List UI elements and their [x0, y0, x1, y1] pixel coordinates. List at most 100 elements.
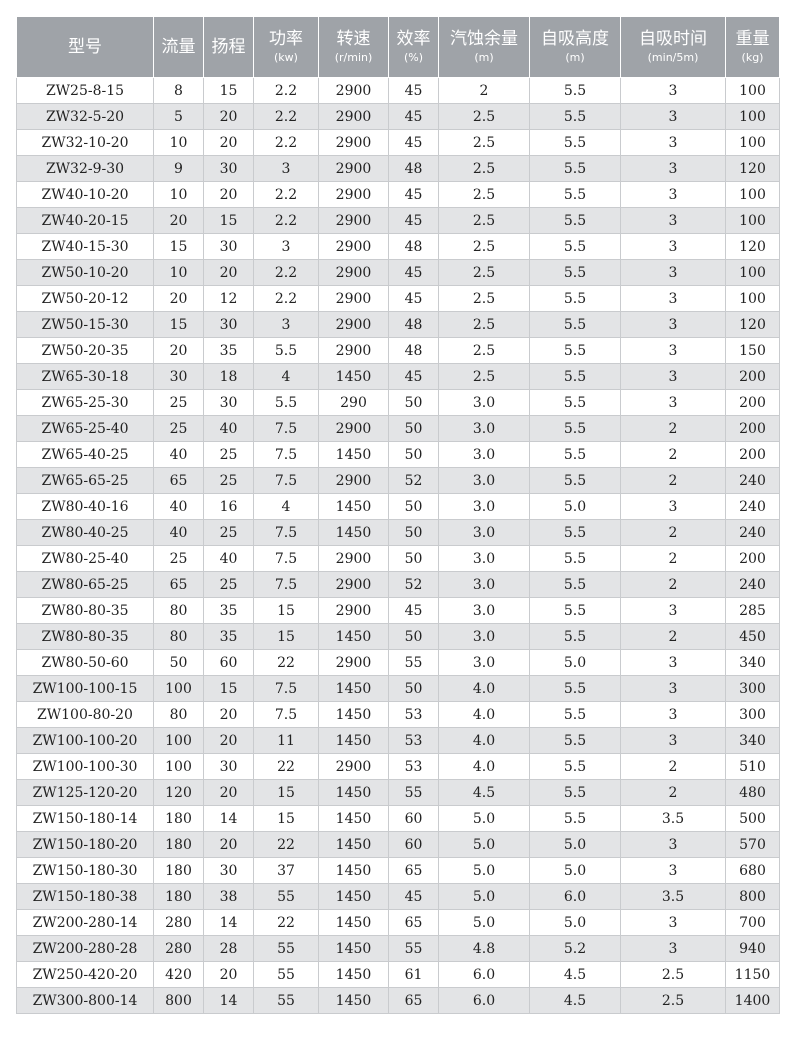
table-cell: 3.0: [438, 467, 530, 494]
table-cell: 2900: [318, 233, 389, 260]
table-cell: 30: [203, 233, 254, 260]
table-row: ZW80-50-60 50 60 22 2900 55 3.0 5.0 3 340: [16, 649, 780, 676]
table-cell: 61: [388, 961, 439, 988]
table-row: ZW40-10-20 10 20 2.2 2900 45 2.5 5.5 3 100: [16, 181, 780, 208]
table-cell: 3: [620, 597, 726, 624]
table-cell: 2: [620, 623, 726, 650]
table-row: ZW150-180-14 180 14 15 1450 60 5.0 5.5 3.5 500: [16, 805, 780, 832]
table-cell: ZW65-25-30: [16, 389, 154, 416]
table-cell: 2: [620, 519, 726, 546]
table-cell: 3: [620, 181, 726, 208]
table-cell: ZW65-65-25: [16, 467, 154, 494]
table-cell: 65: [153, 571, 204, 598]
table-cell: 9: [153, 155, 204, 182]
table-cell: 55: [253, 987, 319, 1014]
table-row: ZW125-120-20 120 20 15 1450 55 4.5 5.5 2 480: [16, 779, 780, 806]
table-row: ZW65-65-25 65 25 7.5 2900 52 3.0 5.5 2 240: [16, 467, 780, 494]
table-cell: 5.5: [529, 155, 621, 182]
table-cell: ZW100-80-20: [16, 701, 154, 728]
table-cell: 22: [253, 909, 319, 936]
table-cell: 5.5: [529, 103, 621, 130]
column-header: 自吸高度 (m): [529, 16, 621, 78]
table-cell: 5.0: [529, 493, 621, 520]
table-cell: 5.5: [529, 675, 621, 702]
table-cell: 420: [153, 961, 204, 988]
table-cell: 15: [253, 597, 319, 624]
table-cell: 100: [725, 285, 780, 312]
table-cell: 3.5: [620, 883, 726, 910]
table-cell: 3.0: [438, 493, 530, 520]
table-cell: 6.0: [529, 883, 621, 910]
table-row: ZW40-15-30 15 30 3 2900 48 2.5 5.5 3 120: [16, 233, 780, 260]
table-cell: 20: [203, 961, 254, 988]
table-cell: ZW50-20-12: [16, 285, 154, 312]
table-cell: 55: [388, 935, 439, 962]
column-header-label: 转速: [336, 29, 371, 49]
table-cell: 100: [725, 207, 780, 234]
table-cell: 5.0: [438, 857, 530, 884]
table-cell: ZW200-280-28: [16, 935, 154, 962]
table-cell: 1450: [318, 935, 389, 962]
table-cell: 60: [388, 805, 439, 832]
table-cell: 200: [725, 363, 780, 390]
table-cell: 20: [203, 727, 254, 754]
table-cell: 3: [620, 727, 726, 754]
table-cell: 180: [153, 857, 204, 884]
table-cell: 15: [153, 233, 204, 260]
table-cell: 2900: [318, 571, 389, 598]
table-cell: 5.0: [438, 909, 530, 936]
table-cell: 700: [725, 909, 780, 936]
table-cell: 280: [153, 935, 204, 962]
table-cell: 480: [725, 779, 780, 806]
table-cell: 240: [725, 571, 780, 598]
table-cell: ZW80-40-25: [16, 519, 154, 546]
table-cell: 200: [725, 545, 780, 572]
table-cell: 2900: [318, 77, 389, 104]
table-cell: 40: [153, 441, 204, 468]
table-cell: 20: [203, 181, 254, 208]
table-cell: 2900: [318, 311, 389, 338]
table-cell: 3.5: [620, 805, 726, 832]
table-cell: 20: [153, 285, 204, 312]
table-row: ZW100-100-30 100 30 22 2900 53 4.0 5.5 2 510: [16, 753, 780, 780]
table-cell: 4.0: [438, 753, 530, 780]
table-cell: 48: [388, 311, 439, 338]
table-cell: 2.2: [253, 285, 319, 312]
table-cell: 1450: [318, 441, 389, 468]
table-cell: 2.5: [438, 311, 530, 338]
table-cell: 3: [620, 857, 726, 884]
table-cell: 53: [388, 727, 439, 754]
pump-spec-sheet: 型号 流量 扬程 功率 (kw) 转速 (r/min) 效率 (%) 汽蚀余量 (m) 自吸高度 (m)…: [16, 16, 780, 1014]
table-cell: 200: [725, 415, 780, 442]
table-cell: 3: [620, 129, 726, 156]
table-cell: 240: [725, 519, 780, 546]
table-row: ZW25-8-15 8 15 2.2 2900 45 2 5.5 3 100: [16, 77, 780, 104]
table-cell: 40: [203, 415, 254, 442]
table-cell: ZW150-180-20: [16, 831, 154, 858]
table-cell: 100: [725, 129, 780, 156]
table-row: ZW80-80-35 80 35 15 1450 50 3.0 5.5 2 450: [16, 623, 780, 650]
table-cell: 2.5: [438, 181, 530, 208]
column-header-label: 效率: [396, 29, 431, 49]
table-cell: 25: [203, 467, 254, 494]
table-cell: 180: [153, 831, 204, 858]
table-cell: 4.0: [438, 727, 530, 754]
table-cell: 2900: [318, 103, 389, 130]
table-cell: 5.5: [253, 389, 319, 416]
table-cell: 1450: [318, 519, 389, 546]
column-header-label: 功率: [269, 29, 303, 49]
table-cell: 3.0: [438, 519, 530, 546]
table-cell: 15: [253, 623, 319, 650]
table-header: 型号 流量 扬程 功率 (kw) 转速 (r/min) 效率 (%) 汽蚀余量 (m) 自吸高度 (m)…: [16, 16, 780, 78]
table-cell: 3: [620, 935, 726, 962]
table-cell: 3: [620, 649, 726, 676]
table-cell: 11: [253, 727, 319, 754]
table-cell: 240: [725, 467, 780, 494]
table-cell: 2.2: [253, 129, 319, 156]
table-cell: ZW40-20-15: [16, 207, 154, 234]
table-cell: 25: [153, 415, 204, 442]
table-cell: 30: [203, 753, 254, 780]
table-cell: 7.5: [253, 441, 319, 468]
table-cell: 5.2: [529, 935, 621, 962]
table-cell: 20: [203, 129, 254, 156]
